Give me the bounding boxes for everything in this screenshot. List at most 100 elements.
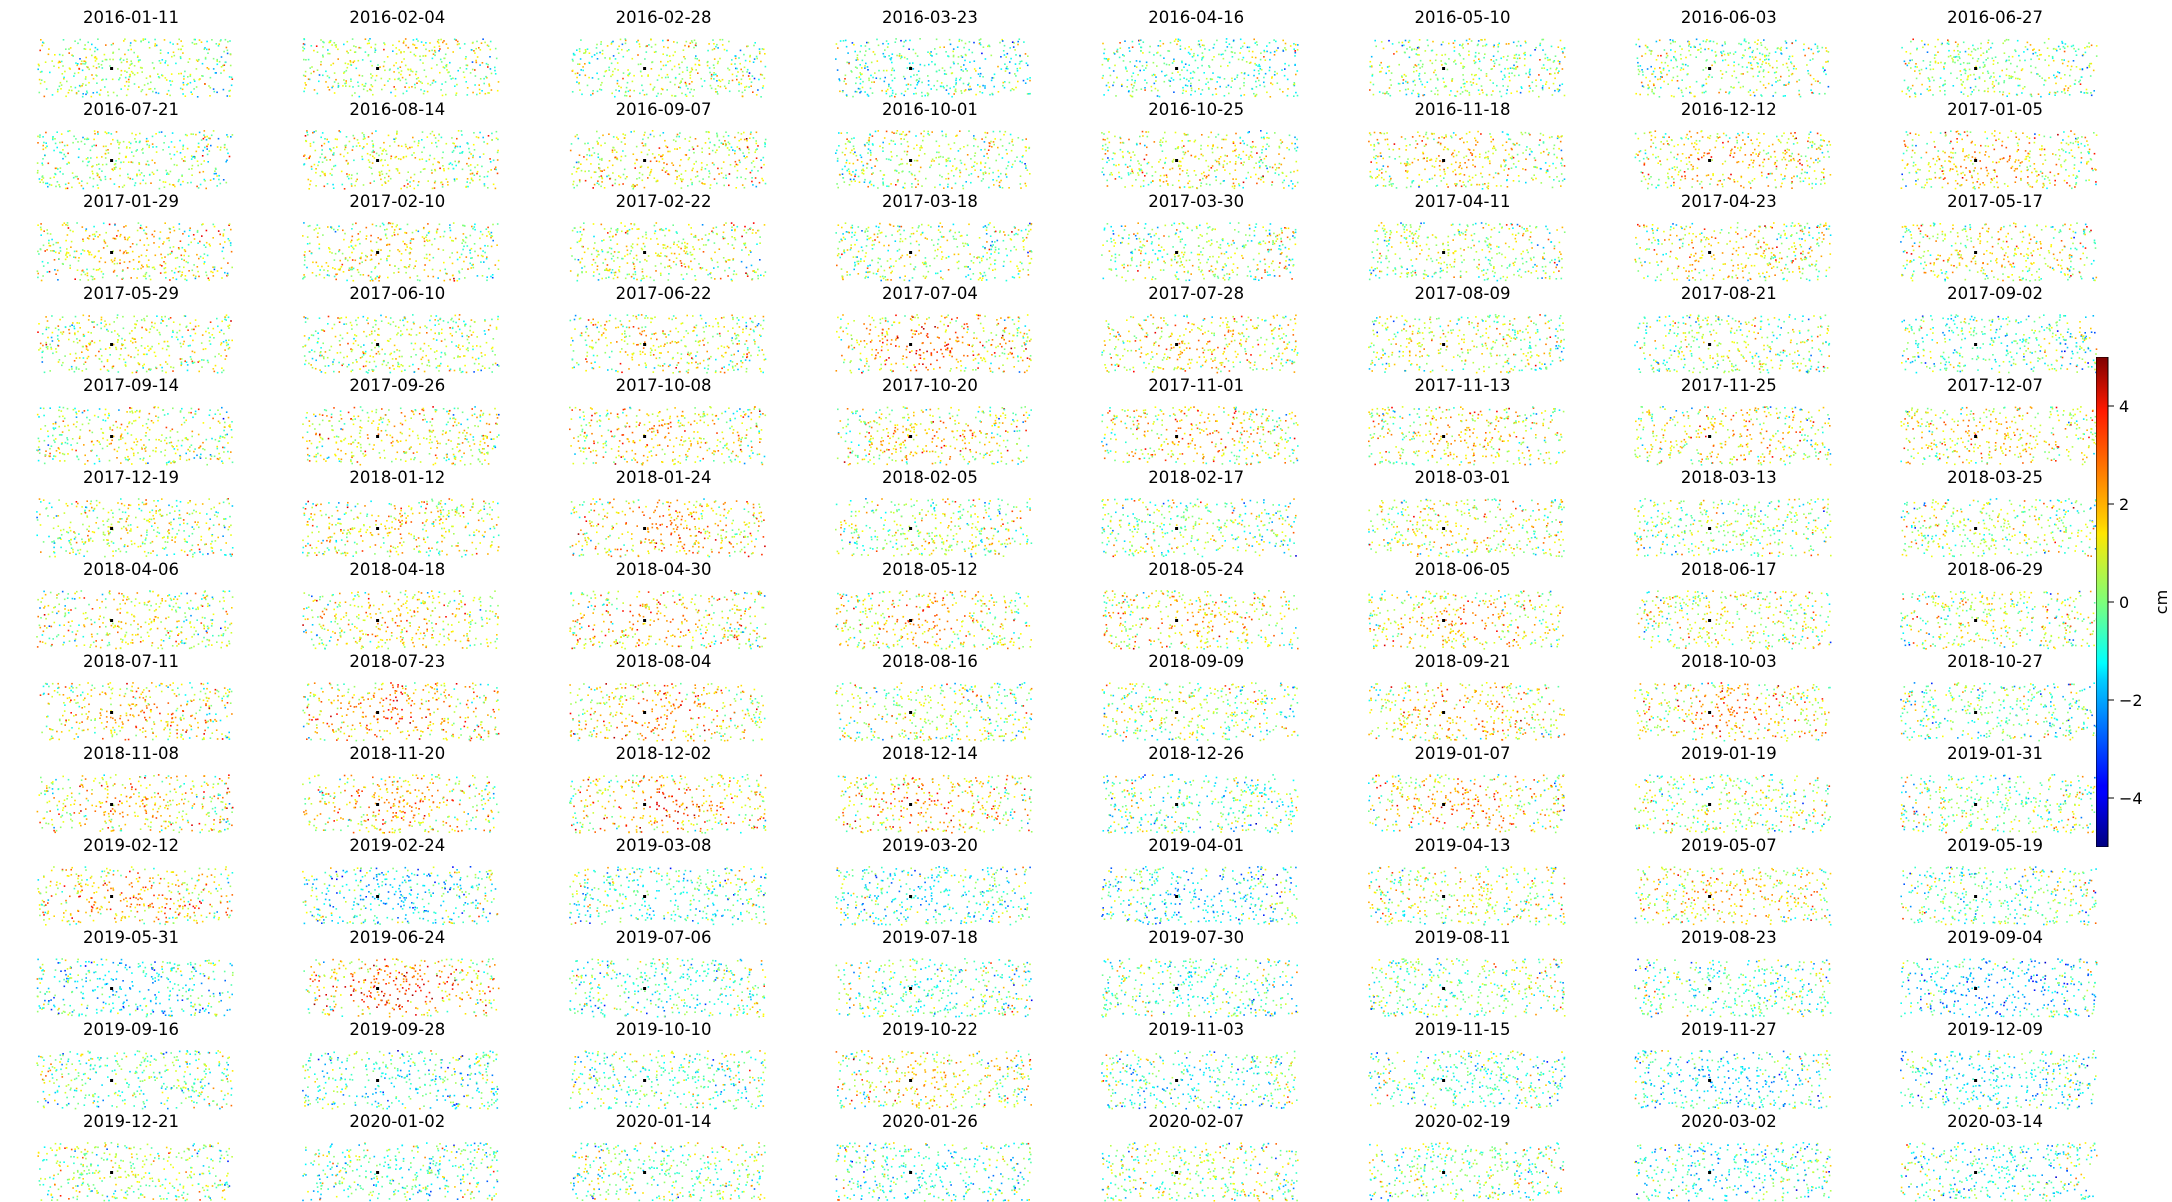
displacement-point	[740, 78, 742, 81]
displacement-point	[1972, 44, 1974, 47]
displacement-point	[1129, 61, 1132, 63]
displacement-point	[1014, 75, 1017, 77]
displacement-point	[872, 51, 875, 53]
displacement-point	[1506, 67, 1509, 70]
displacement-point	[971, 166, 973, 168]
displacement-point	[1412, 80, 1414, 83]
displacement-point	[99, 89, 102, 91]
displacement-point	[1750, 67, 1752, 70]
displacement-point	[339, 131, 342, 133]
displacement-point	[1806, 70, 1809, 72]
displacement-point	[1901, 90, 1904, 93]
displacement-point	[84, 44, 86, 46]
displacement-point	[2003, 81, 2005, 84]
displacement-point	[1210, 131, 1213, 134]
displacement-point	[1778, 79, 1781, 81]
displacement-point	[879, 145, 881, 148]
displacement-point	[115, 166, 117, 169]
displacement-point	[759, 96, 762, 98]
displacement-point	[1222, 166, 1225, 168]
panel-date-title: 2016-01-11	[0, 8, 262, 28]
displacement-point	[352, 38, 354, 40]
displacement-point	[1256, 44, 1259, 46]
displacement-point	[58, 184, 60, 186]
displacement-point	[650, 168, 652, 171]
displacement-point	[71, 172, 74, 174]
displacement-point	[1208, 87, 1210, 89]
displacement-point	[1461, 67, 1464, 69]
displacement-point	[919, 149, 921, 151]
displacement-point	[1984, 65, 1986, 67]
displacement-point	[913, 147, 915, 150]
displacement-point	[587, 76, 590, 79]
displacement-point	[487, 135, 490, 137]
displacement-point	[1202, 177, 1204, 180]
displacement-point	[332, 85, 335, 88]
displacement-point	[303, 90, 306, 93]
displacement-point	[400, 158, 402, 161]
displacement-point	[208, 85, 210, 87]
displacement-point	[173, 163, 176, 166]
displacement-point	[53, 65, 55, 67]
displacement-point	[1508, 79, 1511, 82]
displacement-point	[1122, 156, 1125, 159]
displacement-point	[453, 142, 456, 145]
displacement-point	[310, 45, 313, 47]
displacement-point	[2067, 89, 2069, 92]
displacement-point	[628, 89, 631, 92]
displacement-point	[376, 74, 378, 77]
displacement-point	[217, 45, 220, 47]
displacement-point	[743, 138, 746, 141]
displacement-point	[1698, 43, 1701, 46]
displacement-point	[945, 89, 948, 91]
displacement-point	[85, 61, 87, 64]
displacement-point	[1239, 52, 1242, 54]
displacement-point	[916, 55, 919, 57]
displacement-point	[1021, 139, 1024, 141]
displacement-point	[182, 81, 185, 84]
displacement-point	[139, 173, 141, 176]
displacement-point	[1373, 39, 1376, 42]
displacement-point	[614, 178, 616, 181]
displacement-point	[1719, 70, 1722, 72]
displacement-point	[931, 158, 934, 161]
displacement-point	[218, 178, 220, 181]
displacement-point	[420, 88, 423, 91]
displacement-point	[991, 92, 993, 95]
displacement-point	[383, 148, 386, 151]
displacement-point	[616, 82, 618, 85]
displacement-point	[623, 137, 625, 139]
displacement-point	[655, 160, 657, 162]
displacement-point	[190, 91, 192, 93]
displacement-point	[84, 78, 87, 80]
displacement-point	[1751, 67, 1754, 70]
displacement-point	[182, 52, 184, 54]
displacement-point	[1546, 69, 1548, 71]
displacement-point	[1398, 90, 1401, 92]
displacement-point	[421, 158, 424, 160]
displacement-point	[1674, 41, 1676, 43]
displacement-point	[1284, 47, 1286, 49]
displacement-point	[148, 146, 150, 149]
displacement-point	[728, 143, 730, 145]
displacement-point	[1932, 68, 1935, 70]
displacement-point	[1639, 65, 1641, 67]
displacement-point	[403, 156, 405, 158]
displacement-point	[690, 81, 693, 83]
displacement-point	[968, 41, 971, 43]
displacement-point	[467, 143, 469, 145]
displacement-point	[884, 76, 886, 79]
displacement-point	[1131, 168, 1133, 171]
displacement-point	[130, 48, 132, 51]
displacement-point	[164, 62, 166, 64]
displacement-point	[2002, 91, 2005, 93]
displacement-point	[1672, 76, 1674, 79]
displacement-point	[850, 71, 853, 73]
displacement-point	[585, 158, 588, 161]
displacement-point	[1267, 170, 1269, 173]
displacement-point	[734, 160, 736, 163]
displacement-point	[124, 76, 127, 79]
displacement-point	[731, 73, 733, 76]
displacement-point	[1911, 59, 1914, 61]
displacement-point	[1818, 93, 1820, 95]
